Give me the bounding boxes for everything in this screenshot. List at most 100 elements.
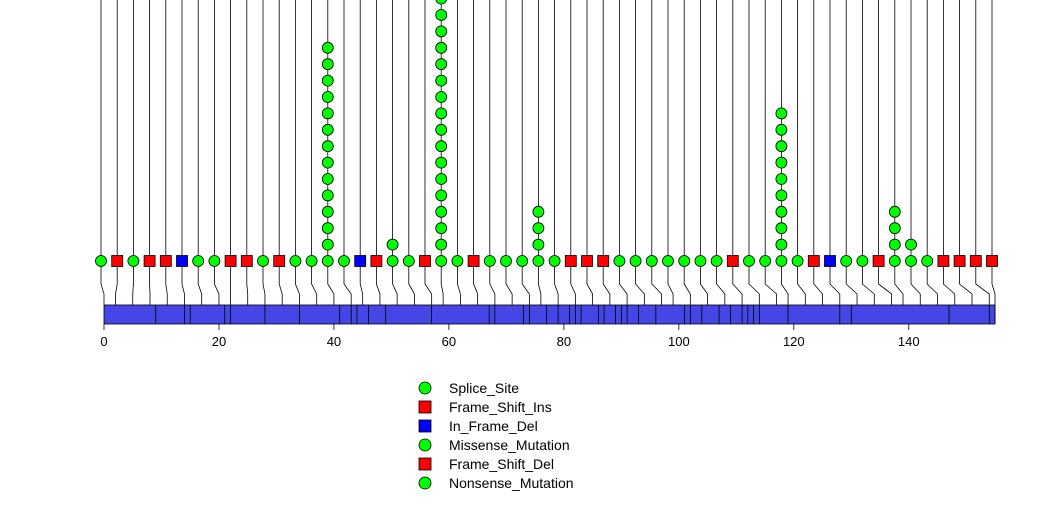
mutation-connector: [165, 261, 168, 305]
mutation-connector: [700, 261, 708, 305]
mutation-marker-missense-mutation: [775, 189, 788, 202]
mutation-connector: [781, 261, 789, 305]
mutation-marker-missense-mutation: [921, 255, 934, 267]
mutation-marker-missense-mutation: [321, 91, 334, 103]
mutation-marker-missense-mutation: [321, 255, 334, 267]
mutation-marker-missense-mutation: [629, 255, 642, 267]
mutation-connector: [392, 261, 398, 305]
x-tick-label: 80: [557, 334, 571, 349]
mutation-connector: [635, 261, 645, 305]
mutation-connector: [456, 261, 461, 305]
mutation-marker-missense-mutation: [321, 41, 334, 54]
mutation-marker-missense-mutation: [775, 107, 788, 120]
mutation-marker-missense-mutation: [435, 107, 448, 120]
mutation-connector: [327, 261, 335, 305]
mutation-marker-frame-shift-del: [986, 255, 998, 267]
x-tick-label: 100: [668, 334, 690, 349]
mutation-connector: [213, 261, 220, 305]
mutation-marker-frame-shift-del: [807, 255, 820, 267]
mutation-marker-missense-mutation: [840, 255, 853, 267]
x-tick-label: 140: [898, 334, 920, 349]
mutation-connector: [651, 261, 662, 305]
mutation-connector: [667, 261, 674, 305]
mutation-marker-missense-mutation: [127, 255, 140, 267]
mutation-connector: [294, 261, 300, 305]
mutation-connector: [473, 261, 479, 305]
mutation-connector: [797, 261, 806, 305]
protein-bar: [103, 304, 996, 325]
x-tick-label: 60: [442, 334, 456, 349]
x-tick-label: 40: [327, 334, 341, 349]
mutation-connector: [748, 261, 760, 305]
mutation-marker-frame-shift-del: [273, 255, 286, 267]
mutation-connector: [845, 261, 858, 305]
mutation-marker-missense-mutation: [321, 205, 334, 218]
x-tick-label: 20: [212, 334, 226, 349]
mutation-marker-missense-mutation: [435, 156, 448, 169]
mutation-marker-missense-mutation: [775, 173, 788, 185]
mutation-marker-frame-shift-del: [937, 255, 950, 267]
mutation-connector: [246, 261, 249, 305]
mutation-marker-frame-shift-del: [240, 255, 253, 267]
mutation-connector: [554, 261, 559, 305]
x-axis: 0 20 40 60 80 100 120 140: [100, 324, 920, 349]
mutation-connector: [716, 261, 726, 305]
mutation-connector: [878, 261, 892, 305]
legend-marker-square: [418, 419, 432, 433]
mutation-marker-missense-mutation: [775, 156, 788, 169]
mutation-connector: [408, 261, 415, 305]
mutation-connector: [489, 261, 496, 305]
legend-label: Nonsense_Mutation: [449, 475, 574, 491]
mutation-marker-missense-mutation: [435, 25, 448, 38]
mutation-marker-frame-shift-del: [597, 255, 610, 267]
mutation-connector: [764, 261, 777, 305]
mutation-connector: [424, 261, 433, 305]
mutation-connector: [197, 261, 203, 305]
mutation-marker-missense-mutation: [95, 255, 107, 267]
mutation-marker-missense-mutation: [888, 205, 901, 218]
mutation-connector: [910, 261, 921, 305]
mutation-marker-missense-mutation: [532, 222, 545, 235]
mutation-marker-missense-mutation: [321, 222, 334, 235]
mutation-marker-missense-mutation: [548, 255, 561, 267]
mutation-marker-in-frame-del: [824, 255, 836, 267]
legend-marker-circle: [418, 438, 432, 452]
mutation-marker-frame-shift-del: [467, 255, 480, 267]
mutation-marker-missense-mutation: [532, 238, 545, 251]
mutation-marker-missense-mutation: [435, 238, 448, 251]
mutation-marker-missense-mutation: [321, 74, 334, 87]
connectors-layer: [100, 261, 996, 305]
mutation-marker-missense-mutation: [305, 255, 318, 267]
mutation-marker-frame-shift-del: [726, 255, 739, 267]
mutation-connector: [732, 261, 743, 305]
mutation-marker-missense-mutation: [500, 255, 512, 267]
mutation-marker-missense-mutation: [289, 255, 302, 267]
domain-boundaries-layer: [155, 305, 996, 324]
mutation-marker-missense-mutation: [257, 255, 269, 267]
mutation-connector: [894, 261, 904, 305]
mutation-connector: [311, 261, 318, 305]
legend-label: Splice_Site: [449, 380, 519, 396]
mutation-marker-missense-mutation: [435, 0, 447, 5]
mutation-marker-missense-mutation: [435, 189, 448, 202]
mutation-marker-missense-mutation: [516, 255, 529, 267]
mutation-marker-frame-shift-del: [111, 255, 124, 267]
mutation-marker-missense-mutation: [791, 255, 804, 267]
mutation-marker-missense-mutation: [532, 255, 545, 267]
mutation-marker-missense-mutation: [321, 189, 334, 202]
mutation-marker-frame-shift-del: [159, 255, 172, 267]
x-tick-label: 120: [783, 334, 805, 349]
mutation-connector: [262, 261, 266, 305]
mutation-connector: [862, 261, 875, 305]
mutation-marker-missense-mutation: [208, 255, 221, 267]
mutation-marker-missense-mutation: [435, 173, 448, 185]
mutation-connector: [570, 261, 576, 305]
mutation-connector: [100, 261, 105, 305]
mutation-connector: [943, 261, 956, 305]
mutation-connector: [115, 261, 118, 305]
mutation-connector: [505, 261, 513, 305]
mutation-marker-in-frame-del: [354, 255, 367, 267]
mutation-connector: [375, 261, 381, 305]
markers-layer: [95, 0, 998, 267]
